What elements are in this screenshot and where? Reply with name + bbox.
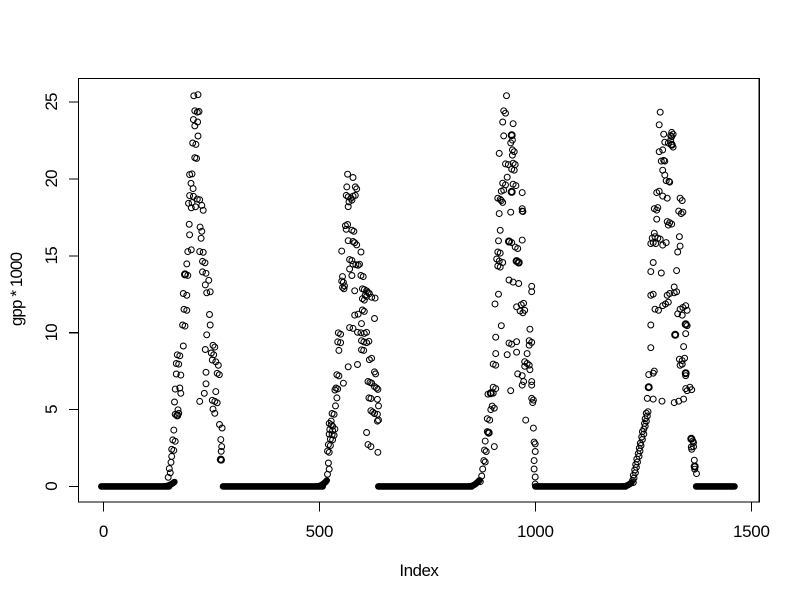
svg-text:0: 0: [42, 482, 61, 491]
svg-text:1000: 1000: [517, 522, 554, 541]
svg-text:Index: Index: [399, 561, 439, 580]
svg-text:0: 0: [99, 522, 108, 541]
svg-text:15: 15: [42, 247, 61, 265]
svg-text:25: 25: [42, 93, 61, 111]
svg-text:500: 500: [306, 522, 333, 541]
svg-text:gpp * 1000: gpp * 1000: [7, 252, 26, 326]
svg-text:1500: 1500: [733, 522, 770, 541]
svg-text:5: 5: [42, 405, 61, 414]
svg-text:20: 20: [42, 170, 61, 188]
svg-text:10: 10: [42, 324, 61, 342]
